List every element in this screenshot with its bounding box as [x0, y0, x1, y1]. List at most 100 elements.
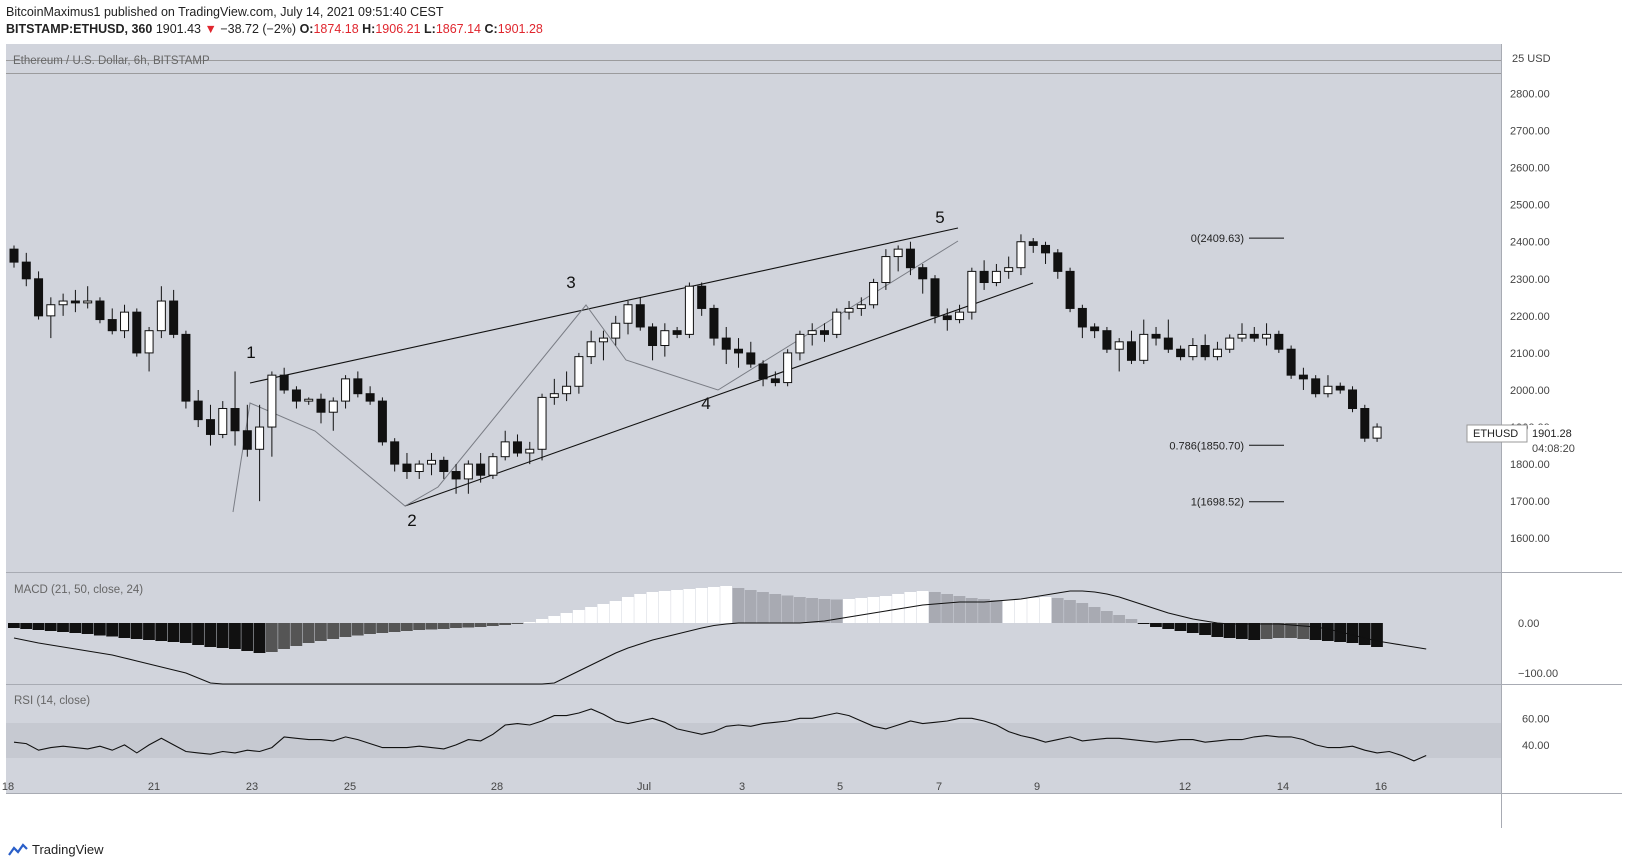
time-tick-label: 12: [1179, 781, 1191, 793]
bear-candle: [1348, 389, 1358, 410]
bull-candle: [156, 300, 166, 332]
macd-bar: [327, 623, 340, 639]
bear-candle: [734, 348, 744, 354]
macd-bar: [450, 623, 462, 628]
macd-bar: [1199, 623, 1211, 635]
macd-bar: [462, 623, 475, 628]
macd-bar: [990, 600, 1003, 623]
open-label: O:: [299, 22, 314, 36]
macd-bar: [720, 586, 733, 623]
low-value: 1867.14: [435, 22, 482, 36]
bear-candle: [1311, 378, 1321, 395]
bear-candle: [1335, 385, 1345, 391]
bull-candle: [328, 400, 338, 413]
macd-bar: [572, 610, 585, 623]
bear-candle: [390, 441, 400, 465]
macd-bar: [364, 623, 376, 634]
upper-wedge-line[interactable]: [249, 227, 959, 384]
bull-candle: [427, 459, 437, 465]
bear-candle: [291, 389, 301, 402]
footer-brand[interactable]: TradingView: [8, 842, 104, 857]
bear-candle: [1053, 252, 1063, 272]
bear-candle: [1200, 345, 1210, 358]
high-value: 1906.21: [375, 22, 421, 36]
price-tick-label: 2700.00: [1510, 126, 1550, 138]
macd-bar: [597, 604, 610, 623]
bear-candle: [107, 319, 117, 332]
macd-bar: [1346, 623, 1359, 643]
price-tick-label: 2600.00: [1510, 163, 1550, 175]
macd-bar: [622, 597, 634, 623]
macd-bar: [1088, 607, 1101, 623]
bear-candle: [1176, 348, 1186, 358]
bull-candle: [955, 311, 965, 321]
symbol-badge: [1466, 424, 1528, 443]
bear-candle: [1028, 241, 1038, 246]
macd-bar: [1064, 600, 1076, 623]
bear-candle: [34, 278, 44, 317]
macd-bar: [106, 623, 119, 637]
macd-bar: [1027, 598, 1040, 623]
macd-bar: [793, 597, 806, 623]
bull-candle: [537, 396, 547, 450]
macd-bar: [315, 623, 327, 641]
high-label: H:: [362, 22, 376, 36]
macd-bar: [118, 623, 131, 638]
macd-bar: [376, 623, 389, 633]
macd-bar: [1248, 623, 1261, 640]
macd-bar: [1186, 623, 1199, 633]
macd-bar: [1272, 623, 1285, 638]
bear-candle: [1163, 337, 1173, 350]
price-pane[interactable]: [6, 44, 1501, 572]
price-badge-value: 1901.28: [1532, 428, 1572, 440]
bull-candle: [525, 448, 535, 454]
bull-candle: [83, 300, 93, 304]
bull-candle: [1004, 267, 1014, 272]
price-tick-label: 2400.00: [1510, 237, 1550, 249]
tradingview-logo-icon: [8, 842, 28, 856]
bear-candle: [279, 374, 289, 391]
price-tick-label: 2000.00: [1510, 385, 1550, 397]
bull-candle: [1139, 333, 1149, 361]
macd-bar: [916, 591, 929, 623]
macd-bar: [1297, 623, 1310, 639]
bull-candle: [341, 378, 351, 402]
macd-bar: [548, 616, 561, 623]
macd-bar: [830, 599, 843, 623]
time-axis[interactable]: 18 21 23 25 28 Jul 3 5 7 9 12 14 16: [2, 781, 1387, 793]
bear-candle: [402, 463, 412, 473]
chart-title: Ethereum / U.S. Dollar, 6h, BITSTAMP: [13, 55, 210, 67]
fib-retracement[interactable]: 0(2409.63) 0.786(1850.70) 1(1698.52): [1169, 233, 1284, 509]
rsi-axis: 60.00 40.00: [1522, 713, 1550, 752]
wave-labels: 1 2 3 4 5: [246, 208, 944, 530]
bear-candle: [193, 400, 203, 421]
macd-bar: [1002, 600, 1015, 623]
bull-candle: [120, 311, 130, 332]
macd-bar: [781, 595, 794, 623]
bear-candle: [377, 400, 387, 443]
macd-bar: [425, 623, 438, 630]
bear-candle: [21, 261, 31, 280]
bull-candle: [46, 304, 56, 317]
bull-candle: [611, 322, 621, 339]
macd-bar: [1100, 611, 1113, 623]
bear-candle: [1286, 348, 1296, 376]
lower-wedge-line[interactable]: [404, 282, 1034, 507]
macd-bar: [1039, 597, 1052, 623]
rsi-label: RSI (14, close): [14, 695, 90, 707]
price-tick-label: 2500.00: [1510, 200, 1550, 212]
macd-bar: [695, 588, 708, 623]
bull-candle: [463, 463, 473, 480]
wave-label: 3: [566, 273, 575, 292]
macd-bar: [818, 599, 831, 623]
open-value: 1874.18: [313, 22, 359, 36]
bull-candle: [783, 352, 793, 384]
brand-label: TradingView: [32, 842, 104, 857]
macd-bar: [732, 588, 745, 623]
price-axis[interactable]: 2800.00 2700.00 2600.00 2500.00 2400.00 2300.…: [1510, 89, 1550, 546]
bull-candle: [1237, 333, 1247, 339]
macd-bar: [253, 623, 266, 653]
macd-bar: [1174, 623, 1187, 631]
price-tick-label: 1800.00: [1510, 459, 1550, 471]
